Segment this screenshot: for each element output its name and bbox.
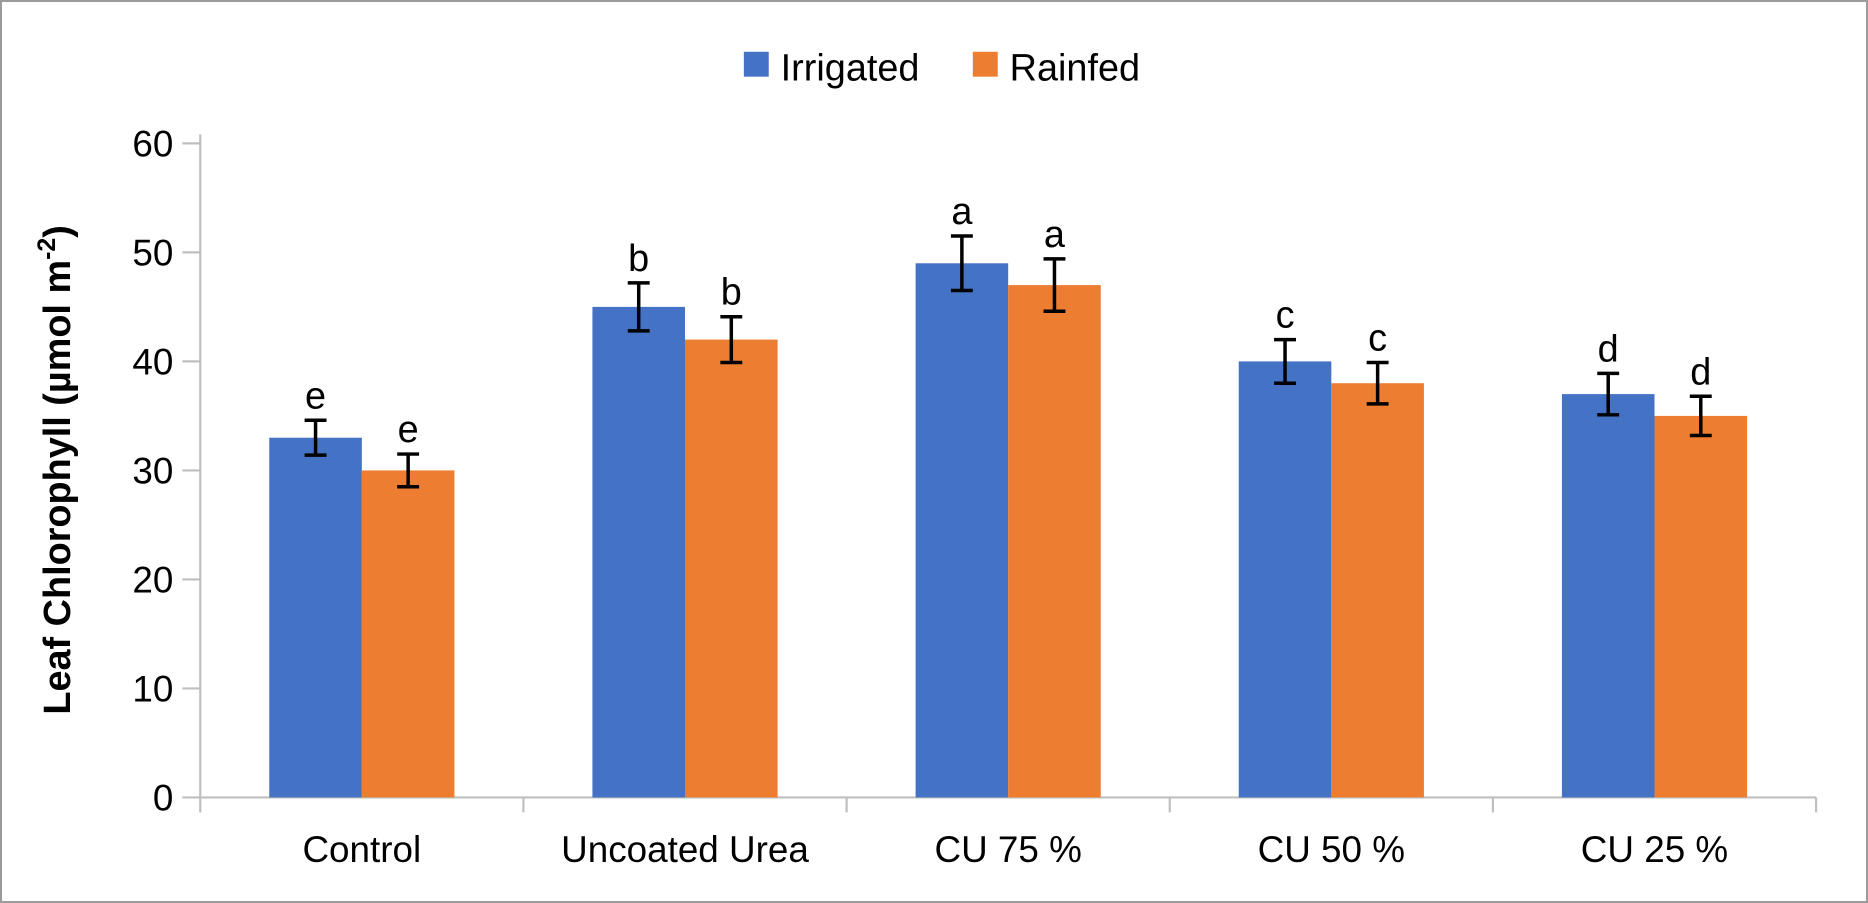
bar-irrigated [915, 263, 1009, 798]
legend-label-rainfed: Rainfed [1010, 48, 1140, 90]
category-label: Control [302, 829, 421, 870]
significance-letter: a [951, 191, 973, 233]
significance-letter: e [398, 409, 419, 451]
y-tick-label: 0 [153, 777, 173, 818]
bar-rainfed [1331, 383, 1424, 798]
legend-label-irrigated: Irrigated [781, 48, 920, 90]
category-label: CU 25 % [1581, 829, 1728, 870]
category-label: CU 50 % [1258, 829, 1405, 870]
y-axis-title: Leaf Chlorophyll (µmol m-2) [33, 225, 79, 714]
y-tick-label: 40 [132, 341, 173, 382]
bar-irrigated [592, 306, 686, 798]
y-tick-label: 10 [132, 668, 173, 709]
significance-letter: b [628, 238, 649, 280]
significance-letter: c [1276, 295, 1295, 337]
y-tick-label: 60 [132, 123, 173, 164]
bar-rainfed [1008, 285, 1101, 798]
category-label: CU 75 % [934, 829, 1081, 870]
bar-rainfed [361, 470, 455, 798]
significance-letter: d [1598, 328, 1619, 370]
y-tick-label: 30 [132, 450, 173, 491]
legend-swatch-rainfed [972, 51, 998, 77]
bar-irrigated [1561, 394, 1655, 798]
significance-letter: e [305, 375, 326, 417]
y-tick-label: 20 [132, 559, 173, 600]
significance-letter: c [1368, 318, 1387, 360]
bar-rainfed [1654, 415, 1748, 798]
significance-letter: b [721, 272, 742, 314]
significance-letter: a [1044, 214, 1066, 256]
significance-letter: d [1690, 351, 1711, 393]
y-tick-label: 50 [132, 232, 173, 273]
category-label: Uncoated Urea [561, 829, 809, 870]
legend-swatch-irrigated [743, 51, 769, 77]
bar-rainfed [685, 339, 778, 798]
bar-irrigated [269, 437, 362, 798]
bar-irrigated [1238, 361, 1332, 798]
